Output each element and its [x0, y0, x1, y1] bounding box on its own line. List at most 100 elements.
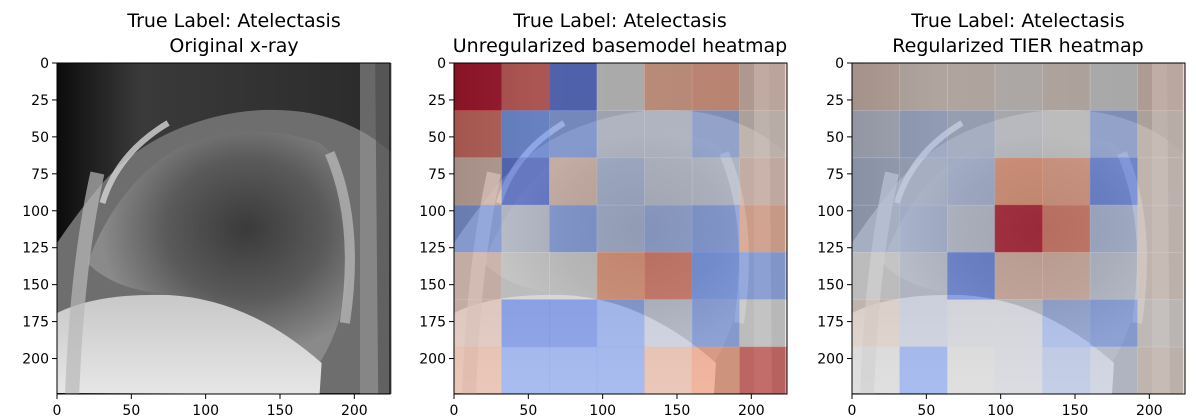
y-tick-label: 75	[428, 167, 446, 183]
heatmap-cell	[596, 63, 645, 111]
heatmap-cell	[1137, 157, 1186, 206]
heatmap-cell	[644, 110, 693, 159]
heatmap-cell	[549, 157, 598, 206]
panel-3: True Label: Atelectasis Regularized TIER…	[817, 10, 1185, 418]
y-tick-label: 150	[22, 278, 49, 294]
heatmap-cell	[596, 110, 645, 159]
heatmap-cell	[899, 299, 948, 348]
panel-3-xticks: 0 50 100 150 200	[848, 394, 1163, 418]
heatmap-cell	[739, 346, 788, 395]
x-tick-label: 100	[987, 403, 1014, 418]
heatmap-cell	[1042, 204, 1091, 253]
heatmap-cell	[501, 204, 550, 253]
panel-2-axes-frame	[453, 62, 788, 395]
y-tick-label: 175	[419, 315, 446, 331]
heatmap-cell	[454, 157, 503, 206]
heatmap-cell	[899, 252, 948, 300]
heatmap-cell	[899, 63, 948, 111]
heatmap-cell	[1042, 63, 1091, 111]
heatmap-cell	[691, 252, 740, 300]
heatmap-cell	[899, 204, 948, 253]
heatmap-cell	[994, 63, 1043, 111]
y-tick-label: 125	[22, 241, 49, 257]
heatmap-cell	[852, 299, 901, 348]
x-tick-label: 0	[450, 403, 459, 418]
heatmap-cell	[994, 299, 1043, 348]
heatmap-cell	[454, 204, 503, 253]
x-tick-label: 200	[738, 403, 765, 418]
heatmap-cell	[501, 63, 550, 111]
y-tick-label: 50	[428, 130, 446, 146]
heatmap-cell	[994, 346, 1043, 395]
x-tick-label: 150	[664, 403, 691, 418]
y-tick-label: 25	[31, 93, 49, 109]
heatmap-cell	[947, 299, 996, 348]
heatmap-cell	[549, 204, 598, 253]
y-tick-label: 125	[419, 241, 446, 257]
y-tick-label: 100	[22, 204, 49, 220]
heatmap-cell	[644, 204, 693, 253]
panel-1-image	[57, 63, 391, 394]
heatmap-cell	[454, 110, 503, 159]
heatmap-cell	[454, 252, 503, 300]
y-tick-label: 200	[22, 352, 49, 368]
heatmap-cell	[739, 252, 788, 300]
heatmap-cell	[549, 299, 598, 348]
heatmap-cell	[596, 252, 645, 300]
heatmap-cell	[947, 110, 996, 159]
heatmap-cell	[1089, 63, 1138, 111]
y-tick-label: 25	[428, 93, 446, 109]
heatmap-cell	[852, 346, 901, 395]
y-tick-label: 100	[817, 204, 844, 220]
y-tick-label: 75	[31, 167, 49, 183]
panel-1-subtitle: Original x-ray	[169, 35, 298, 57]
heatmap-cell	[644, 346, 693, 395]
y-tick-label: 175	[817, 315, 844, 331]
heatmap-cell	[852, 110, 901, 159]
heatmap-cell	[947, 63, 996, 111]
heatmap-cell	[1137, 252, 1186, 300]
y-tick-label: 50	[826, 130, 844, 146]
heatmap-cell	[852, 157, 901, 206]
panel-1-axes-frame	[56, 62, 391, 395]
heatmap-cell	[549, 110, 598, 159]
heatmap-cell	[899, 346, 948, 395]
heatmap-cell	[994, 110, 1043, 159]
x-tick-label: 50	[917, 403, 935, 418]
heatmap-cell	[596, 157, 645, 206]
heatmap-cell	[899, 110, 948, 159]
panel-2-heatmap	[454, 63, 788, 395]
y-tick-label: 0	[835, 56, 844, 72]
heatmap-cell	[739, 63, 788, 111]
y-tick-label: 200	[817, 352, 844, 368]
y-tick-label: 125	[817, 241, 844, 257]
heatmap-cell	[994, 204, 1043, 253]
panel-1-title: True Label: Atelectasis	[126, 10, 340, 32]
y-tick-label: 25	[826, 93, 844, 109]
heatmap-cell	[501, 110, 550, 159]
heatmap-cell	[691, 63, 740, 111]
x-tick-label: 200	[1136, 403, 1163, 418]
y-tick-label: 100	[419, 204, 446, 220]
heatmap-cell	[1089, 299, 1138, 348]
panel-1: True Label: Atelectasis Original x-ray 0…	[22, 10, 391, 418]
heatmap-cell	[852, 63, 901, 111]
heatmap-cell	[596, 299, 645, 348]
x-tick-label: 50	[519, 403, 537, 418]
x-tick-label: 150	[267, 403, 294, 418]
heatmap-cell	[1042, 110, 1091, 159]
heatmap-cell	[994, 252, 1043, 300]
heatmap-cell	[691, 299, 740, 348]
x-tick-label: 150	[1062, 403, 1089, 418]
heatmap-cell	[1089, 346, 1138, 395]
x-tick-label: 200	[341, 403, 368, 418]
panel-2-title: True Label: Atelectasis	[512, 10, 726, 32]
heatmap-cell	[454, 299, 503, 348]
panel-2-xticks: 0 50 100 150 200	[450, 394, 765, 418]
y-tick-label: 200	[419, 352, 446, 368]
panel-3-axes-frame	[851, 62, 1186, 395]
heatmap-cell	[549, 252, 598, 300]
y-tick-label: 75	[826, 167, 844, 183]
heatmap-cell	[549, 346, 598, 395]
